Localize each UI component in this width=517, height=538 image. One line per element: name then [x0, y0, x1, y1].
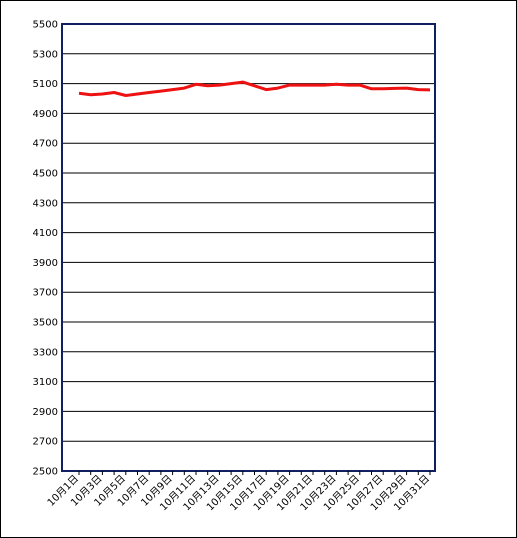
y-tick-label: 3300	[33, 347, 58, 358]
y-tick-label: 3900	[33, 258, 58, 269]
y-tick-label: 4100	[33, 228, 58, 239]
y-tick-label: 3500	[33, 318, 58, 329]
y-tick-label: 5100	[33, 79, 58, 90]
series-line	[78, 80, 431, 97]
y-tick-label: 5300	[33, 49, 58, 60]
plot-area-border	[61, 23, 436, 472]
y-tick-label: 3100	[33, 377, 58, 388]
y-tick-label: 4300	[33, 198, 58, 209]
y-tick-label: 4500	[33, 169, 58, 180]
y-axis-tick-labels: 2500 2700 2900 3100 3300 3500 3700 3900 4100 4300…	[33, 20, 58, 478]
y-tick-label: 2900	[33, 407, 58, 418]
y-tick-label: 4700	[33, 139, 58, 150]
y-tick-label: 4900	[33, 109, 58, 120]
y-tick-label: 2700	[33, 437, 58, 448]
y-tick-label: 3700	[33, 288, 58, 299]
y-tick-label: 5500	[33, 20, 58, 31]
y-tick-label: 2500	[33, 467, 58, 478]
x-axis-tick-marks	[78, 471, 431, 475]
